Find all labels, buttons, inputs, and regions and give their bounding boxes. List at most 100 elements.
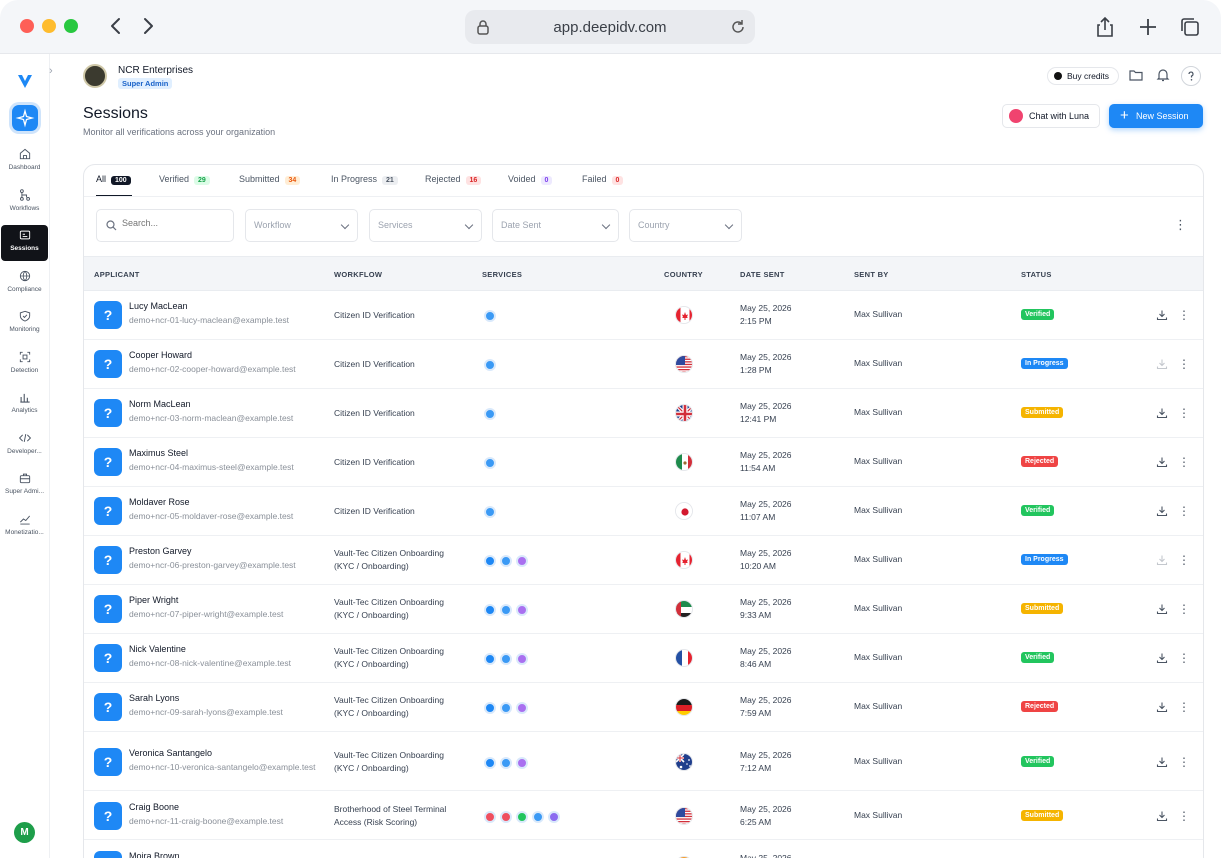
tab-failed[interactable]: Failed 0 — [582, 174, 624, 185]
column-country[interactable]: COUNTRY — [664, 270, 703, 279]
download-icon[interactable] — [1156, 756, 1168, 768]
tab-all[interactable]: All 100 — [96, 174, 132, 197]
applicant-name[interactable]: Veronica Santangelo — [129, 747, 213, 758]
sidebar-item-developer[interactable]: Developer... — [0, 428, 49, 464]
download-icon[interactable] — [1156, 810, 1168, 822]
table-row[interactable]: ? Craig Boone demo+ncr-11-craig-boone@exam… — [84, 792, 1203, 840]
download-icon[interactable] — [1156, 652, 1168, 664]
table-row[interactable]: ? Piper Wright demo+ncr-07-piper-wright@ex… — [84, 585, 1203, 634]
reload-icon[interactable] — [729, 18, 747, 36]
row-more-icon[interactable]: ⋮ — [1178, 455, 1190, 470]
folder-icon[interactable] — [1128, 67, 1144, 83]
deepidv-logo-icon[interactable] — [16, 72, 34, 90]
sidebar-expand-icon[interactable]: › — [49, 65, 53, 77]
row-more-icon[interactable]: ⋮ — [1178, 357, 1190, 372]
new-session-button[interactable]: New Session — [1109, 104, 1203, 128]
new-tab-icon[interactable] — [1136, 15, 1160, 39]
applicant-name[interactable]: Cooper Howard — [129, 350, 193, 361]
column-services[interactable]: SERVICES — [482, 270, 523, 279]
applicant-name[interactable]: Preston Garvey — [129, 546, 192, 557]
table-row[interactable]: ? Lucy MacLean demo+ncr-01-lucy-maclean@ex… — [84, 291, 1203, 340]
sidebar-item-super-admi[interactable]: Super Admi... — [0, 468, 49, 504]
services-filter[interactable]: Services — [369, 209, 482, 242]
sidebar-item-monetizatio[interactable]: Monetizatio... — [0, 509, 49, 545]
table-row[interactable]: ? Norm MacLean demo+ncr-03-norm-maclean@ex… — [84, 389, 1203, 438]
applicant-name[interactable]: Craig Boone — [129, 801, 180, 812]
sidebar-item-compliance[interactable]: Compliance — [0, 266, 49, 302]
column-status[interactable]: STATUS — [1021, 270, 1052, 279]
row-more-icon[interactable]: ⋮ — [1178, 406, 1190, 421]
download-icon[interactable] — [1156, 505, 1168, 517]
row-more-icon[interactable]: ⋮ — [1178, 808, 1190, 823]
tab-submitted[interactable]: Submitted 34 — [239, 174, 301, 185]
org-name[interactable]: NCR Enterprises — [118, 65, 194, 76]
applicant-name[interactable]: Norm MacLean — [129, 399, 191, 410]
table-row[interactable]: ? Moldaver Rose demo+ncr-05-moldaver-rose@… — [84, 487, 1203, 536]
help-icon[interactable] — [1181, 66, 1201, 86]
download-icon[interactable] — [1156, 358, 1168, 370]
row-more-icon[interactable]: ⋮ — [1178, 700, 1190, 715]
buy-credits-button[interactable]: Buy credits — [1047, 67, 1119, 85]
download-icon[interactable] — [1156, 309, 1168, 321]
applicant-name[interactable]: Moira Brown — [129, 850, 180, 858]
sidebar-item-sessions[interactable]: Sessions — [1, 225, 48, 261]
services-cell — [484, 309, 500, 323]
table-row[interactable]: ? Nick Valentine demo+ncr-08-nick-valentin… — [84, 634, 1203, 683]
row-more-icon[interactable]: ⋮ — [1178, 308, 1190, 323]
row-more-icon[interactable]: ⋮ — [1178, 754, 1190, 769]
back-button[interactable] — [105, 14, 127, 38]
address-bar[interactable]: app.deepidv.com — [465, 10, 755, 44]
sidebar-item-analytics[interactable]: Analytics — [0, 387, 49, 423]
download-icon[interactable] — [1156, 603, 1168, 615]
column-sent-by[interactable]: SENT BY — [854, 270, 889, 279]
share-icon[interactable] — [1093, 15, 1117, 39]
row-more-icon[interactable]: ⋮ — [1178, 602, 1190, 617]
close-window-button[interactable] — [20, 19, 34, 33]
download-icon[interactable] — [1156, 554, 1168, 566]
workflow-filter[interactable]: Workflow — [245, 209, 358, 242]
download-icon[interactable] — [1156, 456, 1168, 468]
sidebar-item-monitoring[interactable]: Monitoring — [0, 306, 49, 342]
minimize-window-button[interactable] — [42, 19, 56, 33]
applicant-name[interactable]: Nick Valentine — [129, 644, 186, 655]
tab-overview-icon[interactable] — [1178, 15, 1202, 39]
row-more-icon[interactable]: ⋮ — [1178, 553, 1190, 568]
search-box[interactable] — [96, 209, 234, 242]
bell-icon[interactable] — [1155, 67, 1171, 83]
user-avatar[interactable]: M — [14, 822, 35, 843]
column-applicant[interactable]: APPLICANT — [94, 270, 140, 279]
applicant-name[interactable]: Moldaver Rose — [129, 497, 190, 508]
table-row[interactable]: ? Preston Garvey demo+ncr-06-preston-garve… — [84, 536, 1203, 585]
tab-voided[interactable]: Voided 0 — [508, 174, 553, 185]
maximize-window-button[interactable] — [64, 19, 78, 33]
country-filter[interactable]: Country — [629, 209, 742, 242]
column-date-sent[interactable]: DATE SENT — [740, 270, 785, 279]
sidebar-item-dashboard[interactable]: Dashboard — [0, 144, 49, 180]
row-more-icon[interactable]: ⋮ — [1178, 504, 1190, 519]
table-row[interactable]: ? Sarah Lyons demo+ncr-09-sarah-lyons@exam… — [84, 683, 1203, 732]
tab-rejected[interactable]: Rejected 16 — [425, 174, 482, 185]
applicant-name[interactable]: Sarah Lyons — [129, 693, 180, 704]
chat-with-luna-button[interactable]: Chat with Luna — [1002, 104, 1100, 128]
ai-assistant-button[interactable] — [12, 105, 38, 131]
table-row[interactable]: ?Moira BrownBrotherhood of Steel Termina… — [84, 841, 1203, 858]
table-row[interactable]: ? Cooper Howard demo+ncr-02-cooper-howard@… — [84, 340, 1203, 389]
table-row[interactable]: ? Veronica Santangelo demo+ncr-10-veronica… — [84, 732, 1203, 791]
tab-in-progress[interactable]: In Progress 21 — [331, 174, 398, 185]
applicant-name[interactable]: Piper Wright — [129, 595, 179, 606]
sidebar-item-detection[interactable]: Detection — [0, 347, 49, 383]
search-input[interactable] — [122, 218, 227, 228]
column-workflow[interactable]: WORKFLOW — [334, 270, 383, 279]
sidebar-item-workflows[interactable]: Workflows — [0, 185, 49, 221]
download-icon[interactable] — [1156, 701, 1168, 713]
country-flag — [675, 600, 693, 619]
row-more-icon[interactable]: ⋮ — [1178, 651, 1190, 666]
more-options-icon[interactable]: ⋮ — [1174, 217, 1187, 232]
applicant-name[interactable]: Maximus Steel — [129, 448, 189, 459]
date-sent-filter[interactable]: Date Sent — [492, 209, 619, 242]
forward-button[interactable] — [137, 14, 159, 38]
tab-verified[interactable]: Verified 29 — [159, 174, 210, 185]
applicant-name[interactable]: Lucy MacLean — [129, 301, 188, 312]
table-row[interactable]: ? Maximus Steel demo+ncr-04-maximus-steel@… — [84, 438, 1203, 487]
download-icon[interactable] — [1156, 407, 1168, 419]
